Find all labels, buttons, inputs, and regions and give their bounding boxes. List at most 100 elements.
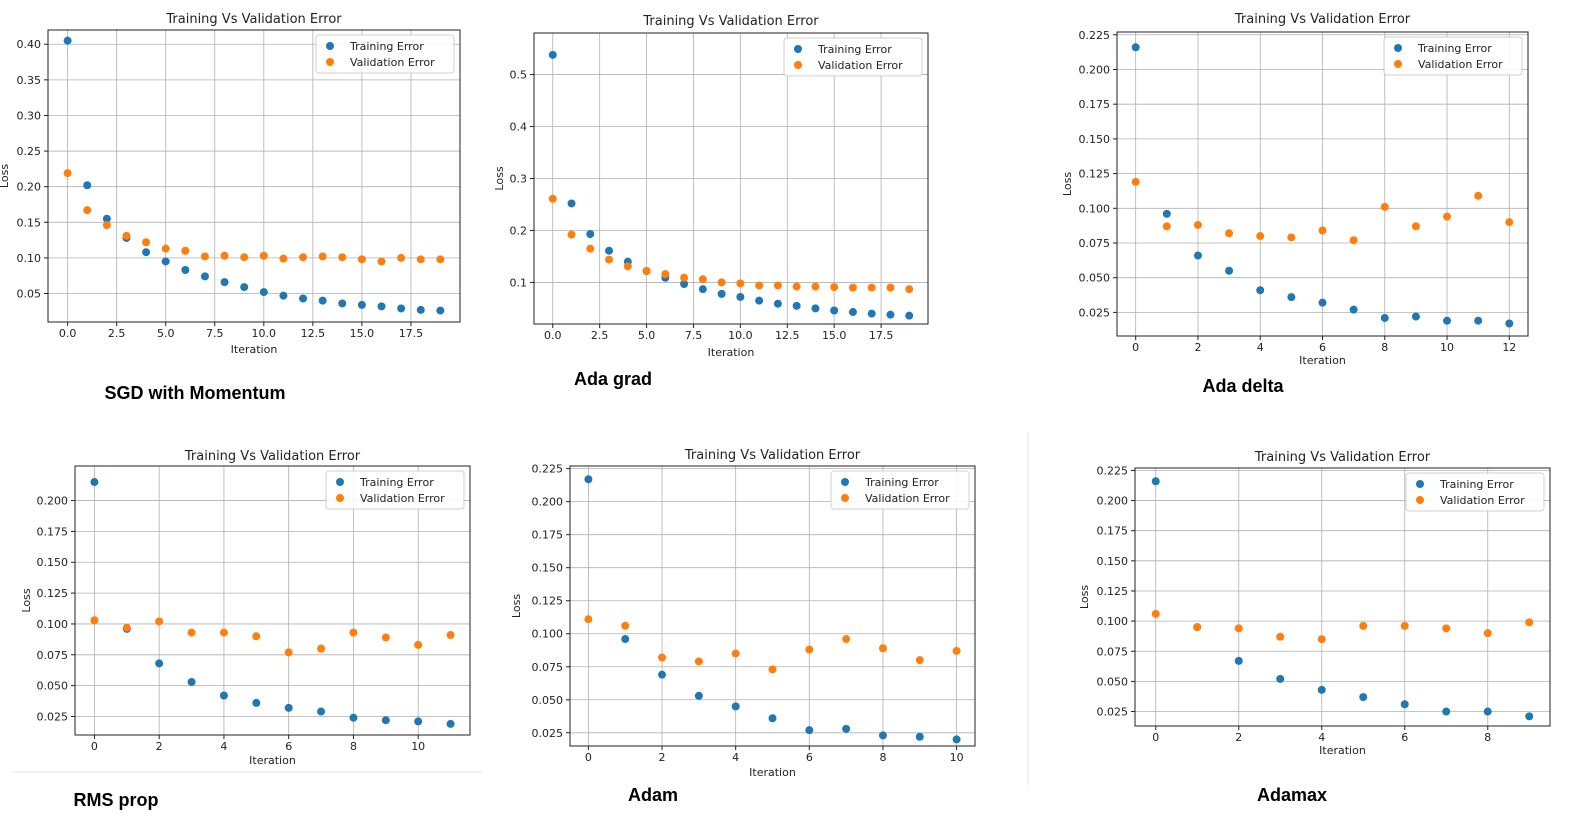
- validation-error-point: [1225, 229, 1234, 238]
- training-error-point: [142, 248, 151, 257]
- training-error-point: [1131, 43, 1140, 52]
- validation-error-point: [338, 253, 347, 262]
- y-tick-label: 0.150: [1097, 555, 1129, 568]
- training-error-point: [878, 731, 887, 740]
- x-tick-label: 8: [879, 751, 886, 764]
- training-error-point: [805, 726, 814, 735]
- training-error-point: [1411, 312, 1420, 321]
- chart-panel-2: 0.0 2.5 5.0 7.5 10.0 12.5 15.0 17.5 0.1 0.2 0.3 0.4…: [493, 14, 929, 389]
- validation-error-point: [867, 283, 876, 292]
- training-error-point: [240, 283, 249, 292]
- plot-area: [570, 466, 975, 746]
- x-tick-label: 8: [1484, 731, 1491, 744]
- x-tick-label: 17.5: [399, 327, 424, 340]
- validation-error-point: [1193, 623, 1202, 632]
- training-error-point: [1400, 700, 1409, 709]
- training-error-point: [717, 289, 726, 298]
- x-tick-label: 2.5: [108, 327, 126, 340]
- validation-error-point: [102, 221, 111, 230]
- validation-error-point: [1151, 609, 1160, 618]
- training-error-point: [1234, 656, 1243, 665]
- x-tick-label: 10: [1440, 341, 1454, 354]
- validation-error-point: [377, 257, 386, 266]
- validation-error-point: [905, 285, 914, 294]
- validation-error-point: [416, 255, 425, 264]
- validation-error-point: [605, 255, 614, 264]
- training-error-point: [621, 635, 630, 644]
- y-tick-label: 0.225: [1079, 29, 1111, 42]
- validation-error-point: [181, 246, 190, 255]
- training-error-point: [1276, 674, 1285, 683]
- x-tick-label: 6: [806, 751, 813, 764]
- validation-error-point: [259, 251, 268, 260]
- validation-error-point: [200, 252, 209, 261]
- training-error-point: [680, 279, 689, 288]
- validation-error-point: [773, 281, 782, 290]
- y-tick-label: 0.1: [510, 276, 528, 289]
- training-error-point: [1525, 712, 1534, 721]
- training-error-point: [848, 308, 857, 317]
- validation-error-point: [1380, 202, 1389, 211]
- x-tick-label: 17.5: [869, 329, 894, 342]
- training-error-point: [284, 703, 293, 712]
- x-tick-label: 6: [1401, 731, 1408, 744]
- x-tick-label: 2.5: [591, 329, 609, 342]
- y-tick-label: 0.15: [17, 216, 42, 229]
- training-error-point: [584, 475, 593, 484]
- validation-error-point: [161, 244, 170, 253]
- y-tick-label: 0.25: [17, 145, 42, 158]
- training-error-point: [161, 257, 170, 266]
- training-error-point: [446, 719, 455, 728]
- validation-error-point: [848, 283, 857, 292]
- y-tick-label: 0.100: [37, 618, 69, 631]
- validation-error-point: [717, 278, 726, 287]
- y-tick-label: 0.125: [37, 587, 69, 600]
- y-tick-label: 0.100: [1079, 202, 1111, 215]
- validation-error-point: [122, 231, 131, 240]
- training-error-point: [952, 735, 961, 744]
- validation-error-point: [155, 617, 164, 626]
- validation-error-point: [952, 646, 961, 655]
- x-axis-label: Iteration: [249, 754, 296, 767]
- legend-validation-marker: [1394, 60, 1402, 68]
- x-axis-label: Iteration: [231, 343, 278, 356]
- legend-label: Training Error: [1417, 42, 1492, 55]
- legend-validation-marker: [326, 58, 334, 66]
- legend-label: Validation Error: [865, 492, 950, 505]
- chart-panel-5: 0 2 4 6 8 10 0.025 0.050 0.075 0.100 0.125 0.150 0.1…: [510, 448, 976, 805]
- validation-error-point: [811, 282, 820, 291]
- plot-frame: [569, 465, 976, 747]
- validation-error-point: [1162, 222, 1171, 231]
- validation-error-point: [621, 621, 630, 630]
- validation-error-point: [279, 254, 288, 263]
- validation-error-point: [915, 656, 924, 665]
- validation-error-point: [1318, 226, 1327, 235]
- training-error-point: [548, 50, 557, 59]
- legend-label: Validation Error: [350, 56, 435, 69]
- y-tick-label: 0.200: [1079, 63, 1111, 76]
- x-tick-label: 7.5: [206, 327, 224, 340]
- validation-error-point: [1287, 233, 1296, 242]
- plot-frame: [47, 29, 461, 323]
- training-error-point: [349, 713, 358, 722]
- legend-training-marker: [1416, 480, 1424, 488]
- y-axis-label: Loss: [1078, 585, 1091, 609]
- validation-error-point: [436, 255, 445, 264]
- training-error-point: [187, 677, 196, 686]
- legend-validation-marker: [1416, 496, 1424, 504]
- x-tick-label: 2: [1194, 341, 1201, 354]
- validation-error-point: [805, 645, 814, 654]
- y-tick-label: 0.5: [510, 69, 528, 82]
- training-error-point: [299, 294, 308, 303]
- training-error-point: [357, 300, 366, 309]
- y-tick-label: 0.025: [1097, 706, 1129, 719]
- y-tick-label: 0.150: [37, 556, 69, 569]
- validation-error-point: [1411, 222, 1420, 231]
- y-tick-label: 0.175: [1079, 98, 1111, 111]
- x-tick-label: 5.0: [638, 329, 656, 342]
- training-error-point: [155, 659, 164, 668]
- training-error-point: [1380, 313, 1389, 322]
- training-error-point: [1442, 707, 1451, 716]
- y-tick-label: 0.150: [1079, 133, 1111, 146]
